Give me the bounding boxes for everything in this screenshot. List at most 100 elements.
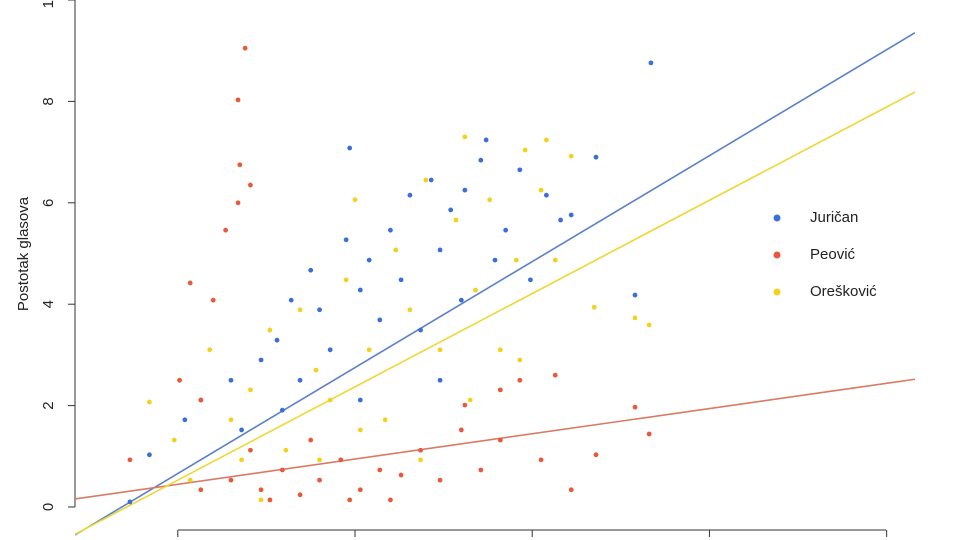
point <box>393 247 399 253</box>
point <box>497 437 503 443</box>
point <box>313 367 319 373</box>
y-tick-label: 2 <box>40 401 57 409</box>
legend-marker <box>773 251 781 259</box>
point <box>437 247 443 253</box>
point <box>338 457 344 463</box>
point <box>388 497 393 503</box>
fit-line <box>75 378 915 500</box>
point <box>248 182 253 188</box>
point <box>538 457 544 463</box>
y-tick-label: 0 <box>40 503 57 511</box>
point <box>127 457 133 463</box>
point <box>448 207 454 213</box>
point <box>428 177 434 183</box>
point <box>458 427 464 433</box>
point <box>297 377 303 383</box>
y-tick-label: 6 <box>40 199 57 207</box>
point <box>473 287 478 293</box>
point <box>568 487 574 493</box>
point <box>398 277 404 283</box>
point <box>418 327 423 333</box>
legend: Juričan Peović Orešković <box>773 209 877 300</box>
point <box>591 304 597 310</box>
points <box>127 45 654 505</box>
point <box>522 147 528 153</box>
point <box>407 307 413 313</box>
point <box>207 347 213 353</box>
point <box>487 197 493 203</box>
point <box>388 227 393 233</box>
point <box>543 137 549 143</box>
point <box>437 477 443 483</box>
point <box>237 162 243 168</box>
point <box>418 447 423 453</box>
point <box>228 377 234 383</box>
point <box>632 315 638 321</box>
point <box>382 417 388 423</box>
point <box>357 287 363 293</box>
point <box>177 377 182 383</box>
point <box>467 397 473 403</box>
point <box>593 154 599 160</box>
point <box>279 467 285 473</box>
point <box>492 257 498 263</box>
point <box>248 387 253 393</box>
point <box>423 177 429 183</box>
point <box>171 437 177 443</box>
fit-line <box>75 91 915 535</box>
point <box>483 137 489 143</box>
point <box>517 377 523 383</box>
point <box>347 145 353 151</box>
point <box>503 227 509 233</box>
point <box>632 292 638 298</box>
point <box>297 307 303 313</box>
point <box>497 347 503 353</box>
y-tick-label: 4 <box>40 300 57 308</box>
x-tick-label: 30 <box>524 538 541 540</box>
point <box>366 347 372 353</box>
point <box>357 427 363 433</box>
point <box>437 377 443 383</box>
point <box>497 387 503 393</box>
point <box>517 167 523 173</box>
point <box>182 417 188 423</box>
point <box>552 257 558 263</box>
fit-line <box>75 32 915 536</box>
point <box>317 457 322 463</box>
point <box>308 267 314 273</box>
x-tick-label: 50 <box>878 538 895 540</box>
point <box>377 467 383 473</box>
point <box>462 402 468 408</box>
point <box>646 322 652 328</box>
point <box>453 217 459 223</box>
point <box>235 200 241 206</box>
point <box>187 477 193 483</box>
legend-label: Orešković <box>810 283 877 300</box>
point <box>478 157 484 163</box>
point <box>288 297 294 303</box>
point <box>228 477 234 483</box>
point <box>648 60 654 66</box>
point <box>407 192 413 198</box>
point <box>327 347 333 353</box>
point <box>210 297 216 303</box>
point <box>377 317 383 323</box>
point <box>147 452 152 458</box>
x-tick-label: 10 <box>169 538 186 540</box>
point <box>343 237 349 243</box>
point <box>235 97 241 103</box>
point <box>437 347 443 353</box>
point <box>297 492 303 498</box>
point <box>513 257 519 263</box>
point <box>543 192 549 198</box>
point <box>239 427 244 433</box>
point <box>223 227 229 233</box>
point <box>357 397 363 403</box>
y-tick-label: 10 <box>40 0 57 8</box>
y-axis-label: Postotak glasova <box>15 196 32 311</box>
point <box>274 337 280 343</box>
point <box>267 497 273 503</box>
point <box>127 499 133 505</box>
point <box>558 217 563 223</box>
